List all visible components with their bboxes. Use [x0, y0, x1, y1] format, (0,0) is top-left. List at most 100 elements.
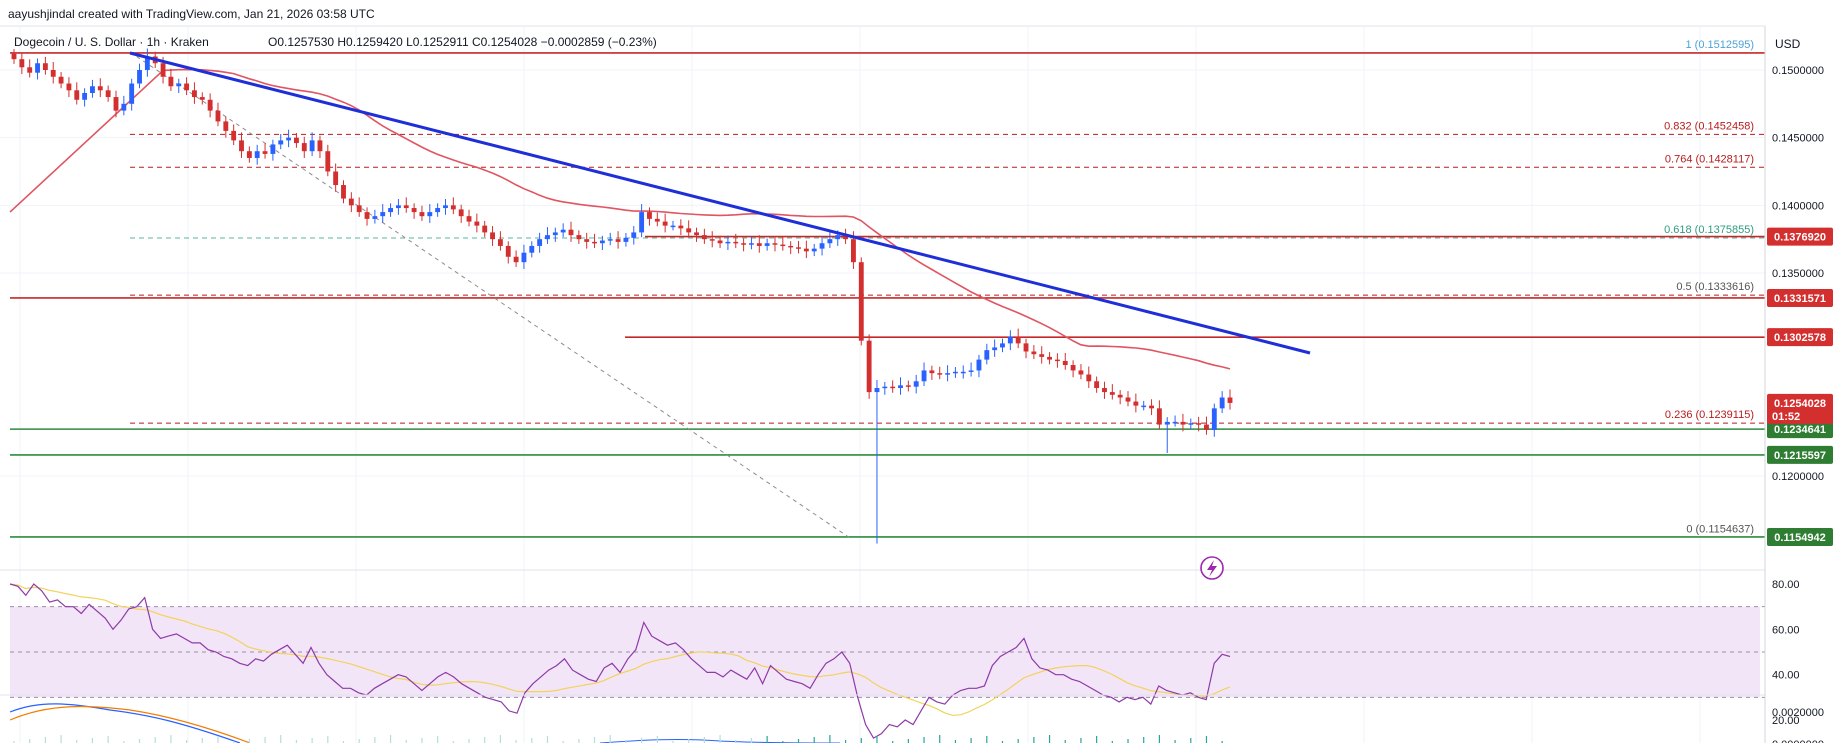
- candle: [239, 140, 244, 152]
- resistance-tag-label: 0.1376920: [1774, 232, 1826, 244]
- candle: [709, 239, 715, 241]
- macd-bar: [1205, 736, 1208, 743]
- dashed-projection-line: [129, 51, 851, 539]
- candle: [890, 386, 896, 389]
- macd-bar: [264, 737, 266, 743]
- price-tags: 0.1376920 0.1331571 0.1302578 0.1234641 0.12…: [1767, 227, 1833, 546]
- support-tag-label: 0.1215597: [1774, 450, 1826, 462]
- candle: [647, 212, 652, 219]
- lightning-icon[interactable]: [1200, 556, 1224, 580]
- macd-pane: [9, 703, 1223, 743]
- candle: [937, 373, 943, 375]
- candle: [780, 244, 786, 247]
- macd-bar: [1111, 741, 1113, 743]
- candle: [50, 70, 56, 77]
- candle: [882, 386, 888, 389]
- macd-bar: [91, 738, 94, 743]
- candle: [537, 239, 543, 246]
- candle: [1219, 397, 1225, 409]
- macd-bar: [672, 741, 674, 743]
- candle: [254, 151, 260, 158]
- candle: [670, 225, 676, 228]
- macd-bar: [860, 738, 862, 743]
- candle: [301, 143, 307, 152]
- macd-bar: [311, 738, 313, 743]
- candle: [199, 97, 205, 100]
- candle: [584, 239, 590, 242]
- macd-bar: [1221, 741, 1223, 743]
- fib-label: 0.236 (0.1239115): [1665, 409, 1754, 421]
- rsi-axis-ticks: 80.00 60.00 40.00 20.00: [1772, 579, 1800, 727]
- resistance-tag-label: 0.1302578: [1774, 332, 1826, 344]
- candle: [411, 208, 417, 213]
- candle: [317, 140, 323, 152]
- candle: [756, 243, 762, 246]
- macd-bar: [44, 737, 46, 743]
- candle: [1149, 405, 1154, 409]
- candle: [42, 63, 48, 70]
- candle: [1196, 423, 1202, 425]
- candle: [654, 218, 660, 222]
- candle: [968, 370, 974, 372]
- macd-bar: [735, 740, 737, 743]
- macd-bar: [970, 738, 972, 743]
- candle: [403, 205, 409, 209]
- candle: [293, 137, 299, 144]
- candle: [19, 59, 25, 68]
- resistance-tag: [1767, 288, 1833, 307]
- candle: [733, 241, 739, 244]
- candle: [137, 70, 142, 84]
- candle: [858, 262, 864, 341]
- macd-bar: [1080, 738, 1082, 743]
- candle: [246, 151, 252, 158]
- fib-label: 0.5 (0.1333616): [1676, 281, 1754, 293]
- candle: [717, 240, 723, 244]
- support-tag: [1767, 527, 1833, 546]
- candle: [835, 235, 841, 240]
- candle: [1094, 381, 1100, 389]
- candle: [599, 240, 605, 244]
- candle: [1109, 392, 1115, 395]
- macd-bar: [1174, 740, 1176, 743]
- candle: [874, 388, 880, 393]
- candle: [560, 229, 566, 233]
- candle: [827, 239, 833, 244]
- candle: [1047, 356, 1052, 360]
- macd-bar: [280, 735, 282, 743]
- candle: [976, 359, 982, 371]
- macd-bar: [546, 736, 549, 743]
- candle: [921, 370, 927, 382]
- macd-bar: [1048, 735, 1051, 743]
- macd-bar: [499, 735, 501, 743]
- candle: [694, 232, 699, 236]
- candle: [160, 63, 166, 77]
- candle: [121, 103, 127, 111]
- macd-bar: [107, 736, 109, 743]
- current-price-tag: [1767, 393, 1833, 424]
- resistance-tag: [1767, 328, 1833, 347]
- macd-bar: [1001, 741, 1004, 743]
- candle: [529, 245, 535, 253]
- macd-bar: [1033, 737, 1035, 743]
- rsi-tick-label: 60.00: [1772, 624, 1800, 636]
- candle: [592, 241, 597, 244]
- candle: [380, 212, 386, 217]
- price-tick-label: 0.1400000: [1772, 200, 1824, 212]
- candle: [1015, 336, 1021, 344]
- rsi-signal-line: [9, 583, 1231, 716]
- candle: [82, 93, 88, 100]
- candle: [58, 76, 64, 84]
- macd-bar: [876, 736, 878, 743]
- candle: [701, 235, 707, 240]
- candle: [450, 205, 456, 210]
- macd-bar: [233, 741, 235, 743]
- candle: [772, 243, 778, 245]
- macd-bar: [154, 737, 156, 743]
- candle: [11, 53, 17, 60]
- price-levels: [10, 52, 1765, 538]
- fib-label: 1 (0.1512595): [1686, 39, 1755, 51]
- candle: [764, 243, 770, 246]
- candle: [176, 83, 182, 87]
- candle: [466, 216, 472, 222]
